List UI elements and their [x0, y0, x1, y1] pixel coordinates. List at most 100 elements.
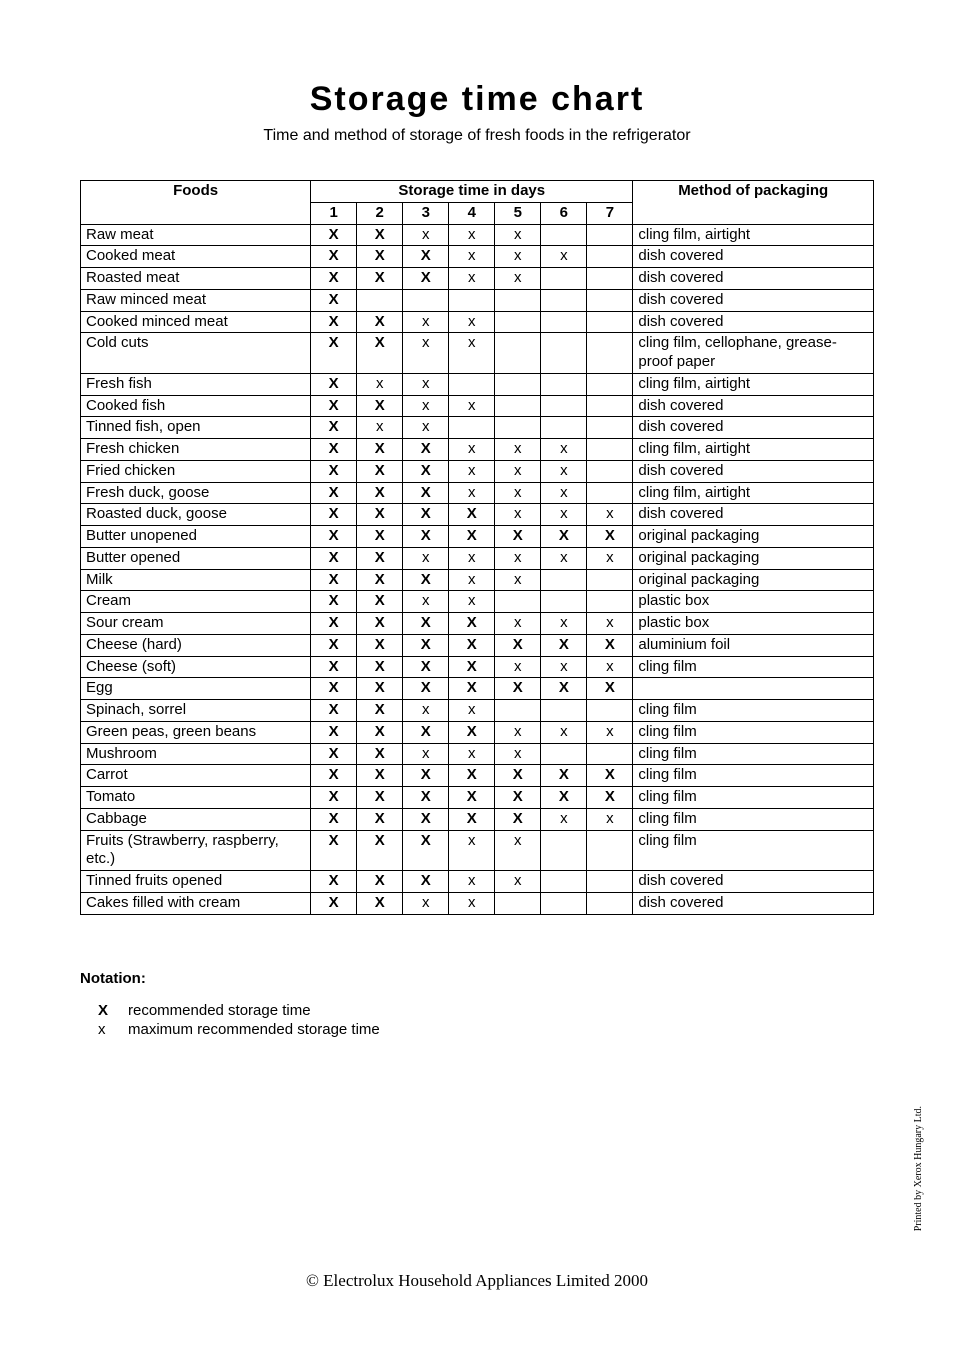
day-cell [587, 871, 633, 893]
page-subtitle: Time and method of storage of fresh food… [80, 127, 874, 145]
table-row: TomatoXXXXXXXcling film [81, 787, 874, 809]
day-cell: X [311, 700, 357, 722]
day-cell [449, 373, 495, 395]
day-cell: x [403, 700, 449, 722]
food-cell: Fried chicken [81, 460, 311, 482]
day-cell: X [449, 765, 495, 787]
day-cell [541, 871, 587, 893]
day-cell: X [311, 268, 357, 290]
table-row: CarrotXXXXXXXcling film [81, 765, 874, 787]
day-cell [587, 395, 633, 417]
day-cell: X [311, 460, 357, 482]
method-cell: dish covered [633, 417, 874, 439]
day-cell: X [357, 765, 403, 787]
day-cell: X [403, 678, 449, 700]
day-cell: x [449, 311, 495, 333]
food-cell: Cakes filled with cream [81, 892, 311, 914]
day-cell: x [541, 613, 587, 635]
day-cell [541, 268, 587, 290]
day-cell: x [495, 547, 541, 569]
food-cell: Cabbage [81, 808, 311, 830]
day-cell: x [495, 246, 541, 268]
day-cell [587, 569, 633, 591]
day-cell: X [357, 482, 403, 504]
notation-title: Notation: [80, 970, 874, 987]
day-cell: X [311, 678, 357, 700]
table-row: Butter openedXXxxxxxoriginal packaging [81, 547, 874, 569]
method-cell: cling film [633, 721, 874, 743]
day-cell: x [541, 808, 587, 830]
food-cell: Tinned fruits opened [81, 871, 311, 893]
day-cell: X [403, 634, 449, 656]
day-cell [495, 417, 541, 439]
copyright: © Electrolux Household Appliances Limite… [0, 1271, 954, 1291]
printed-by: Printed by Xerox Hungary Ltd. [913, 1106, 924, 1231]
header-storage-time: Storage time in days [311, 181, 633, 203]
table-row: Green peas, green beansXXXXxxxcling film [81, 721, 874, 743]
page-title: Storage time chart [80, 80, 874, 119]
food-cell: Fresh chicken [81, 439, 311, 461]
table-row: Cakes filled with creamXXxxdish covered [81, 892, 874, 914]
day-cell: x [541, 482, 587, 504]
day-cell: X [495, 808, 541, 830]
day-cell: X [357, 830, 403, 871]
day-cell: X [449, 613, 495, 635]
day-cell: x [495, 504, 541, 526]
food-cell: Mushroom [81, 743, 311, 765]
day-cell: x [357, 417, 403, 439]
day-cell: x [449, 743, 495, 765]
day-cell [587, 224, 633, 246]
method-cell: dish covered [633, 395, 874, 417]
method-cell: dish covered [633, 268, 874, 290]
food-cell: Tomato [81, 787, 311, 809]
method-cell: dish covered [633, 871, 874, 893]
day-cell [587, 246, 633, 268]
day-cell [541, 373, 587, 395]
day-cell [357, 289, 403, 311]
day-cell: X [449, 678, 495, 700]
day-cell: x [495, 224, 541, 246]
food-cell: Tinned fish, open [81, 417, 311, 439]
method-cell: original packaging [633, 569, 874, 591]
day-cell: X [403, 246, 449, 268]
day-cell [541, 333, 587, 374]
food-cell: Butter unopened [81, 526, 311, 548]
food-cell: Egg [81, 678, 311, 700]
day-cell: X [541, 526, 587, 548]
day-cell: X [311, 634, 357, 656]
day-cell: x [449, 892, 495, 914]
table-row: Roasted duck, gooseXXXXxxxdish covered [81, 504, 874, 526]
day-cell [495, 373, 541, 395]
method-cell: dish covered [633, 311, 874, 333]
table-row: Cooked minced meatXXxxdish covered [81, 311, 874, 333]
day-cell: x [449, 224, 495, 246]
day-cell: X [403, 268, 449, 290]
day-cell: X [357, 460, 403, 482]
day-cell: X [587, 634, 633, 656]
day-cell: x [449, 460, 495, 482]
day-cell: X [311, 808, 357, 830]
day-cell: X [357, 246, 403, 268]
method-cell: dish covered [633, 892, 874, 914]
day-cell: X [357, 439, 403, 461]
table-row: EggXXXXXXX [81, 678, 874, 700]
table-row: Roasted meatXXXxxdish covered [81, 268, 874, 290]
day-cell: X [403, 830, 449, 871]
notation-max-symbol: x [98, 1021, 128, 1038]
day-cell: x [541, 656, 587, 678]
day-cell [541, 417, 587, 439]
day-cell [403, 289, 449, 311]
day-cell [541, 830, 587, 871]
day-cell [587, 892, 633, 914]
day-cell: X [495, 787, 541, 809]
method-cell: dish covered [633, 504, 874, 526]
day-cell [587, 700, 633, 722]
day-cell: X [311, 569, 357, 591]
day-cell: X [311, 830, 357, 871]
day-cell: X [311, 743, 357, 765]
day-cell: X [403, 656, 449, 678]
food-cell: Cooked minced meat [81, 311, 311, 333]
food-cell: Fresh fish [81, 373, 311, 395]
method-cell: dish covered [633, 460, 874, 482]
table-row: Sour creamXXXXxxxplastic box [81, 613, 874, 635]
